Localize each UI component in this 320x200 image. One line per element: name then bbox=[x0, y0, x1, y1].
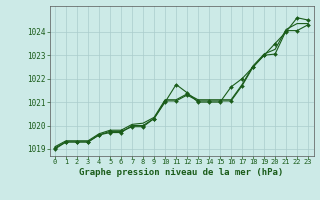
X-axis label: Graphe pression niveau de la mer (hPa): Graphe pression niveau de la mer (hPa) bbox=[79, 168, 284, 177]
